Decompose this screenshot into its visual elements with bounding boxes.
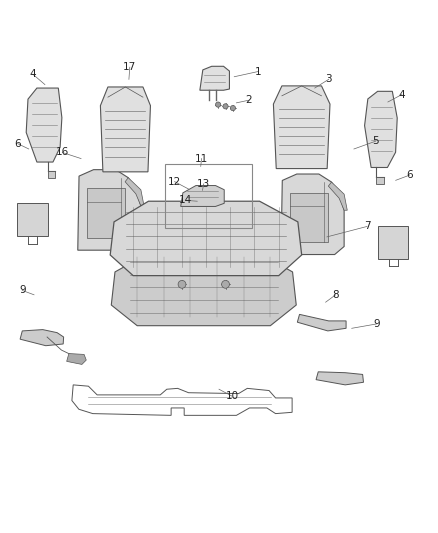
Text: 9: 9 xyxy=(373,319,380,329)
Text: 14: 14 xyxy=(179,196,192,205)
Polygon shape xyxy=(125,177,144,206)
Text: 16: 16 xyxy=(56,148,69,157)
Polygon shape xyxy=(200,66,230,90)
Polygon shape xyxy=(26,88,62,162)
Polygon shape xyxy=(364,91,397,167)
Polygon shape xyxy=(281,174,344,255)
Bar xyxy=(17,203,48,237)
Text: 9: 9 xyxy=(19,286,25,295)
Text: 6: 6 xyxy=(406,170,413,180)
Text: 4: 4 xyxy=(399,90,405,100)
Polygon shape xyxy=(110,201,302,276)
Text: 8: 8 xyxy=(332,290,339,300)
Polygon shape xyxy=(297,314,346,331)
Bar xyxy=(378,226,408,259)
Text: 5: 5 xyxy=(372,136,379,146)
Text: 2: 2 xyxy=(245,95,252,105)
Text: 13: 13 xyxy=(197,179,210,189)
Polygon shape xyxy=(67,353,86,365)
Circle shape xyxy=(215,102,221,107)
Polygon shape xyxy=(181,185,224,206)
Text: 6: 6 xyxy=(14,139,21,149)
Bar xyxy=(48,171,56,179)
Text: 3: 3 xyxy=(325,75,332,84)
Polygon shape xyxy=(78,169,141,250)
Polygon shape xyxy=(100,87,150,172)
Bar xyxy=(87,188,125,238)
Bar xyxy=(290,192,328,243)
Text: 11: 11 xyxy=(195,154,208,164)
Circle shape xyxy=(178,280,186,288)
Text: 7: 7 xyxy=(364,221,370,231)
Text: 10: 10 xyxy=(226,391,239,401)
Circle shape xyxy=(222,280,230,288)
Polygon shape xyxy=(20,329,64,346)
Circle shape xyxy=(230,106,236,111)
Polygon shape xyxy=(328,182,347,210)
Bar xyxy=(165,164,252,228)
Text: 1: 1 xyxy=(255,67,261,77)
Text: 4: 4 xyxy=(29,69,36,79)
Polygon shape xyxy=(111,251,296,326)
Circle shape xyxy=(223,104,228,109)
Polygon shape xyxy=(273,86,330,168)
Polygon shape xyxy=(316,372,364,385)
Bar xyxy=(376,176,384,184)
Text: 12: 12 xyxy=(168,176,181,187)
Text: 17: 17 xyxy=(123,62,136,72)
